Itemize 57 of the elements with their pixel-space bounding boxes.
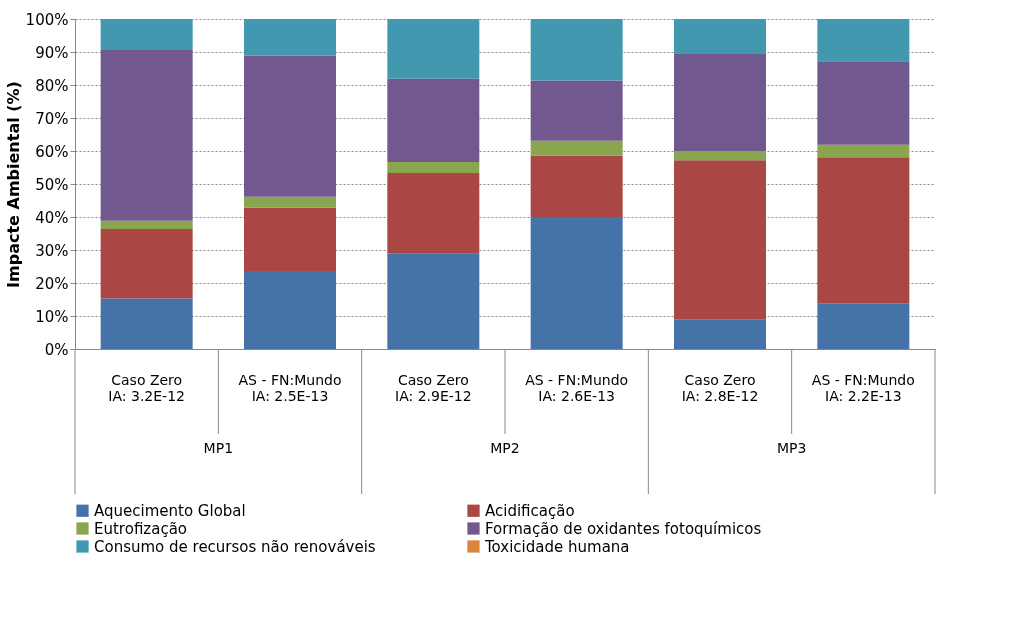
- bar: [674, 53, 766, 151]
- bar: [387, 161, 480, 174]
- legend-label: Acidificação: [485, 501, 575, 520]
- y-tick-label: 40%: [35, 208, 69, 227]
- bar: [244, 19, 336, 56]
- bar: [387, 173, 480, 254]
- bar: [244, 207, 336, 272]
- y-tick-label: 100%: [25, 10, 69, 29]
- bar: [530, 140, 623, 156]
- y-tick-label: 80%: [35, 76, 69, 95]
- bar: [100, 228, 193, 299]
- legend-label: Aquecimento Global: [94, 501, 246, 520]
- bar: [674, 19, 766, 54]
- bar: [387, 19, 480, 79]
- y-axis-title: Impacte Ambiental (%): [3, 81, 23, 288]
- bar: [674, 319, 766, 349]
- bar: [817, 144, 910, 158]
- bar: [244, 55, 336, 197]
- x-tick-label: AS - FN:Mundo IA: 2.5E-13: [238, 371, 342, 404]
- legend-label: Toxicidade humana: [484, 537, 630, 556]
- y-tick-label: 20%: [35, 274, 69, 293]
- bar: [530, 155, 623, 217]
- legend-label: Formação de oxidantes fotoquímicos: [485, 519, 762, 538]
- bar: [100, 220, 193, 229]
- legend-label: Consumo de recursos não renováveis: [94, 537, 376, 556]
- bar: [387, 253, 480, 349]
- bar: [244, 196, 336, 208]
- y-tick-label: 30%: [35, 241, 69, 260]
- y-tick-label: 10%: [35, 307, 69, 326]
- y-tick-label: 50%: [35, 175, 69, 194]
- x-tick-label: Caso Zero IA: 2.9E-12: [395, 371, 472, 404]
- y-tick-label: 0%: [44, 340, 69, 359]
- bar: [817, 19, 910, 62]
- bar: [674, 160, 766, 320]
- bar: [244, 271, 336, 349]
- bar: [817, 303, 910, 349]
- bar: [530, 217, 623, 349]
- y-tick-label: 60%: [35, 142, 69, 161]
- bar: [100, 19, 193, 51]
- bar: [530, 80, 623, 141]
- y-tick-label: 70%: [35, 109, 69, 128]
- bar: [817, 157, 910, 304]
- x-tick-label: Caso Zero IA: 2.8E-12: [681, 371, 759, 404]
- text: MP3: [776, 440, 807, 456]
- bar: [530, 19, 623, 81]
- bar: [674, 151, 766, 161]
- text: MP1: [203, 440, 234, 456]
- x-tick-label: AS - FN:Mundo IA: 2.2E-13: [811, 371, 915, 404]
- x-tick-label: Caso Zero IA: 3.2E-12: [108, 371, 185, 404]
- y-tick-label: 90%: [35, 43, 69, 62]
- bar: [817, 61, 910, 145]
- bar: [100, 298, 193, 349]
- x-tick-label: AS - FN:Mundo IA: 2.6E-13: [525, 371, 629, 404]
- text: MP2: [490, 440, 520, 456]
- bar: [100, 50, 193, 221]
- bar: [387, 78, 480, 162]
- legend-label: Eutrofização: [94, 519, 188, 538]
